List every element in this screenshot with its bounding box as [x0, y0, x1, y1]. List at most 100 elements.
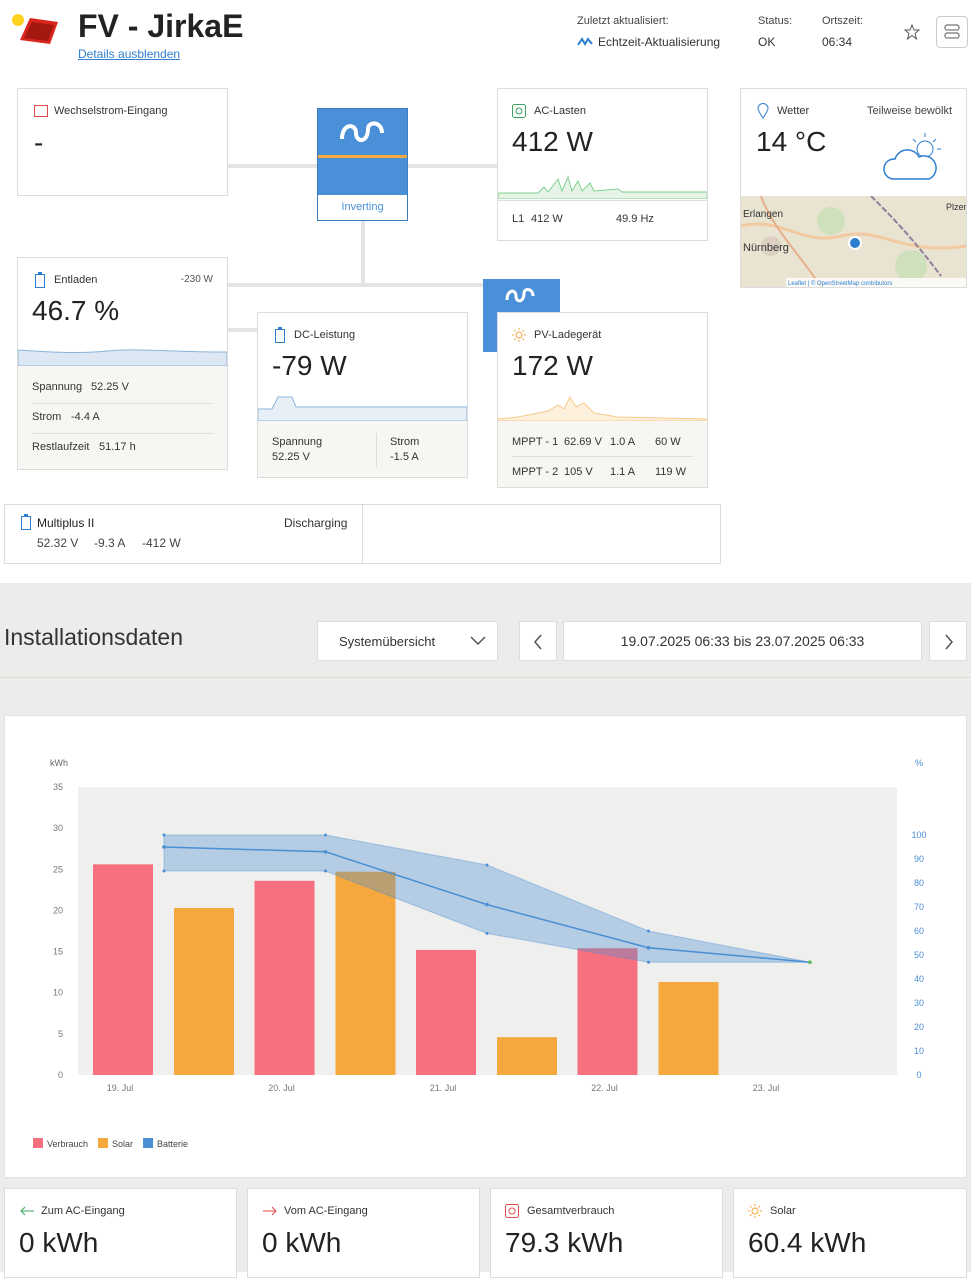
arrow-left-icon — [20, 1206, 34, 1216]
legend-label: Verbrauch — [47, 1139, 88, 1149]
device-state: Discharging — [284, 516, 348, 530]
divider — [498, 200, 707, 201]
divider — [362, 505, 363, 563]
inverter-block[interactable]: Inverting — [317, 108, 408, 221]
location-icon — [757, 103, 769, 119]
total-card[interactable]: Solar 60.4 kWh — [733, 1188, 967, 1278]
card-title: AC-Lasten — [534, 105, 586, 117]
details-area — [258, 421, 467, 477]
sun-icon — [512, 328, 526, 342]
row-value: 52.25 V — [91, 381, 129, 393]
settings-button[interactable] — [936, 16, 968, 48]
row-value: -4.4 A — [71, 411, 100, 423]
chevron-right — [945, 634, 953, 650]
range-min-point — [647, 960, 650, 964]
battery-card[interactable]: Entladen -230 W 46.7 % Spannung 52.25 V … — [17, 257, 228, 470]
weather-card[interactable]: Wetter Teilweise bewölkt 14 °C Erlangen … — [740, 88, 967, 288]
total-label: Zum AC-Eingang — [41, 1205, 125, 1217]
arrow-right-icon — [263, 1206, 277, 1216]
bar — [254, 880, 315, 1075]
mppt-power: 119 W — [655, 466, 686, 478]
site-title: FV - JirkaE — [78, 8, 244, 44]
y-axis-label: kWh — [50, 758, 68, 768]
victron-logo — [340, 121, 384, 142]
weather-condition: Teilweise bewölkt — [867, 105, 952, 117]
legend-label: Solar — [112, 1139, 133, 1149]
bar — [577, 948, 638, 1075]
x-tick-label: 23. Jul — [753, 1083, 780, 1093]
temperature: 14 °C — [756, 126, 827, 157]
logo — [12, 14, 58, 44]
frequency: 49.9 Hz — [616, 213, 654, 225]
total-card[interactable]: Vom AC-Eingang 0 kWh — [247, 1188, 480, 1278]
range-max-point — [647, 929, 650, 933]
sparkline — [258, 396, 467, 421]
loads-icon — [512, 104, 526, 118]
legend-label: Batterie — [157, 1139, 188, 1149]
details-area — [18, 366, 227, 469]
details-area — [498, 421, 707, 487]
ac-input-card[interactable]: Wechselstrom-Eingang - — [17, 88, 228, 196]
inverter-state: Inverting — [318, 195, 407, 220]
updated-label: Zuletzt aktualisiert: — [577, 15, 669, 27]
toggle-details[interactable]: Details ausblenden — [78, 47, 181, 61]
pv-card[interactable]: PV-Ladegerät 172 W MPPT - 1 62.69 V 1.0 … — [497, 312, 708, 488]
y2-tick-label: 70 — [914, 902, 924, 912]
mppt-voltage: 62.69 V — [564, 436, 602, 448]
y-tick-label: 10 — [53, 988, 63, 998]
multiplus-card[interactable]: Multiplus II Discharging 52.32 V -9.3 A … — [4, 504, 721, 564]
legend-swatch — [143, 1138, 154, 1148]
mppt-label: MPPT - 1 — [512, 436, 559, 448]
bar — [174, 907, 234, 1075]
chevron-left — [534, 634, 542, 650]
y-tick-label: 35 — [53, 782, 63, 792]
next-button[interactable] — [929, 621, 967, 661]
y2-tick-label: 50 — [914, 950, 924, 960]
y2-tick-label: 20 — [914, 1022, 924, 1032]
ac-loads-card[interactable]: AC-Lasten 412 W L1 412 W 49.9 Hz — [497, 88, 708, 241]
date-range[interactable]: 19.07.2025 06:33 bis 23.07.2025 06:33 — [563, 621, 922, 661]
y-tick-label: 15 — [53, 947, 63, 957]
map[interactable]: Erlangen Nürnberg Plzer Leaflet | © Open… — [741, 196, 966, 287]
range-max-point — [324, 833, 327, 837]
realtime-icon — [577, 37, 593, 46]
dc-card[interactable]: DC-Leistung -79 W Spannung 52.25 V Strom… — [257, 312, 468, 478]
y-tick-label: 5 — [58, 1029, 63, 1039]
row-label: Restlaufzeit — [32, 441, 90, 453]
consumption-icon — [505, 1204, 519, 1218]
previous-button[interactable] — [519, 621, 557, 661]
y2-tick-label: 60 — [914, 926, 924, 936]
legend-swatch — [33, 1138, 43, 1148]
card-title: DC-Leistung — [294, 329, 356, 341]
range-min-point — [485, 931, 489, 935]
row-label: Spannung — [32, 381, 83, 393]
victron-logo — [505, 288, 535, 303]
bar — [658, 982, 719, 1075]
mppt-current: 1.1 A — [610, 466, 636, 478]
bar — [416, 949, 476, 1075]
view-select[interactable]: Systemübersicht — [317, 621, 498, 661]
range-band — [163, 834, 811, 963]
card-value: -79 W — [272, 350, 347, 381]
sparkline — [498, 175, 707, 199]
flow-line — [228, 283, 484, 287]
row-label: Strom — [32, 411, 62, 423]
line-point — [808, 960, 812, 964]
total-value: 0 kWh — [19, 1227, 99, 1258]
total-card[interactable]: Gesamtverbrauch 79.3 kWh — [490, 1188, 723, 1278]
device-power: -412 W — [142, 536, 181, 550]
row-value: 51.17 h — [99, 441, 136, 453]
total-card[interactable]: Zum AC-Eingang 0 kWh — [4, 1188, 237, 1278]
status-label: Status: — [758, 15, 793, 27]
line-point — [323, 850, 328, 854]
y-tick-label: 0 — [58, 1070, 63, 1080]
map-attribution: Leaflet | © OpenStreetMap contributors — [788, 280, 892, 287]
updated-value[interactable]: Echtzeit-Aktualisierung — [598, 35, 721, 49]
section-title: Installationsdaten — [4, 624, 184, 650]
battery-icon — [275, 327, 285, 343]
favorite-button[interactable] — [904, 24, 920, 40]
y-tick-label: 20 — [53, 905, 63, 915]
ac-icon — [34, 105, 48, 117]
divider — [512, 456, 693, 457]
divider — [32, 433, 213, 434]
